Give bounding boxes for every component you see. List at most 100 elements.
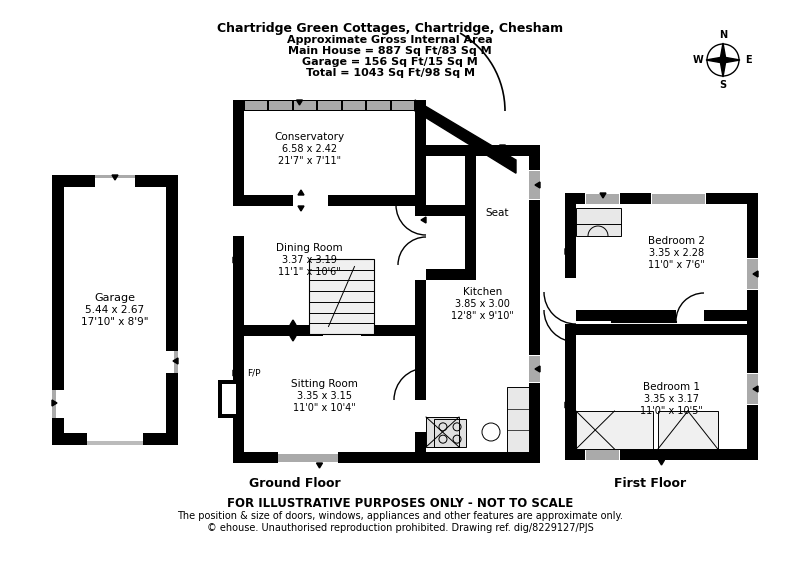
Text: S: S [719,80,726,90]
Text: E: E [745,55,751,65]
Bar [222,384,236,414]
Polygon shape [658,460,665,465]
Polygon shape [317,463,322,468]
Bar [611,321,676,322]
Bar [309,259,374,334]
Text: 11'0" x 10'4": 11'0" x 10'4" [293,403,356,413]
Bar [586,450,619,460]
Text: Chartridge Green Cottages, Chartridge, Chesham: Chartridge Green Cottages, Chartridge, C… [217,22,563,35]
Bar [651,193,706,204]
Polygon shape [720,60,726,77]
Bar [218,380,244,418]
Bar [278,454,338,462]
Bar [576,411,653,449]
Bar [64,187,166,433]
Bar [415,100,426,195]
Bar [174,351,178,373]
Bar [52,390,64,418]
Bar [585,193,620,204]
Bar [415,237,426,265]
Polygon shape [173,358,178,364]
Bar [585,449,620,460]
Text: 11'0" x 7'6": 11'0" x 7'6" [648,260,705,271]
Polygon shape [565,249,570,254]
Bar [565,292,576,324]
Bar [233,452,426,463]
Bar [415,269,465,280]
Polygon shape [723,57,740,63]
Bar [507,387,529,452]
Bar [747,373,758,405]
Bar [245,101,267,110]
Text: The position & size of doors, windows, appliances and other features are approxi: The position & size of doors, windows, a… [177,511,623,521]
Bar [367,101,390,110]
Bar [576,411,653,449]
Bar [426,417,459,447]
Text: Total = 1043 Sq Ft/98 Sq M: Total = 1043 Sq Ft/98 Sq M [306,68,474,78]
Bar [747,259,758,289]
Bar [529,170,540,200]
Polygon shape [499,145,506,150]
Polygon shape [52,400,57,406]
Polygon shape [753,271,758,277]
Bar [415,205,426,280]
Text: © ehouse. Unauthorised reproduction prohibited. Drawing ref. dig/8229127/PJS: © ehouse. Unauthorised reproduction proh… [206,523,594,533]
Bar [233,206,244,236]
Text: 11'0" x 10'5": 11'0" x 10'5" [640,406,703,416]
Bar [270,101,292,110]
Bar [747,374,758,404]
Bar [565,449,758,460]
Text: 3.35 x 3.17: 3.35 x 3.17 [644,394,699,405]
Text: 11'1" x 10'6": 11'1" x 10'6" [278,267,341,277]
Polygon shape [565,402,570,408]
Bar [426,417,459,447]
Text: Bedroom 1: Bedroom 1 [643,383,700,393]
Bar [278,452,338,463]
Bar [233,325,244,463]
Bar [233,195,293,206]
Bar [465,145,476,280]
Bar [565,310,747,321]
Bar [391,101,414,110]
Bar [95,175,135,187]
Bar [309,259,374,334]
Text: Bedroom 2: Bedroom 2 [648,237,705,246]
Bar [415,325,426,463]
Bar [166,351,178,373]
Text: 3.35 x 2.28: 3.35 x 2.28 [649,249,704,259]
Polygon shape [720,43,726,60]
Bar [529,145,540,463]
Polygon shape [112,175,118,180]
Bar [233,325,415,336]
Text: Ground Floor: Ground Floor [249,477,341,490]
Text: N: N [719,30,727,40]
Bar [652,194,705,204]
Text: 21'7" x 7'11": 21'7" x 7'11" [278,157,341,167]
Bar [233,195,244,325]
Text: 5.44 x 2.67: 5.44 x 2.67 [86,305,145,315]
Bar [342,101,365,110]
Bar [323,325,361,336]
Bar [747,193,758,460]
Bar [434,419,466,447]
Bar [294,101,316,110]
Bar [565,193,576,460]
Bar [611,321,676,322]
Text: F/P: F/P [247,368,261,377]
Bar [576,208,621,236]
Text: Sitting Room: Sitting Room [291,379,358,389]
Text: 6.58 x 2.42: 6.58 x 2.42 [282,145,337,154]
Bar [318,101,341,110]
Polygon shape [298,190,304,195]
Bar [434,419,466,447]
Polygon shape [233,257,238,263]
Text: Conservatory: Conservatory [274,133,345,142]
Bar [658,411,718,449]
Bar [576,208,621,236]
Text: Dining Room: Dining Room [276,243,343,253]
Bar [529,356,540,382]
Bar [415,195,426,325]
Bar [415,145,540,156]
Bar [87,441,143,445]
Polygon shape [535,182,540,188]
